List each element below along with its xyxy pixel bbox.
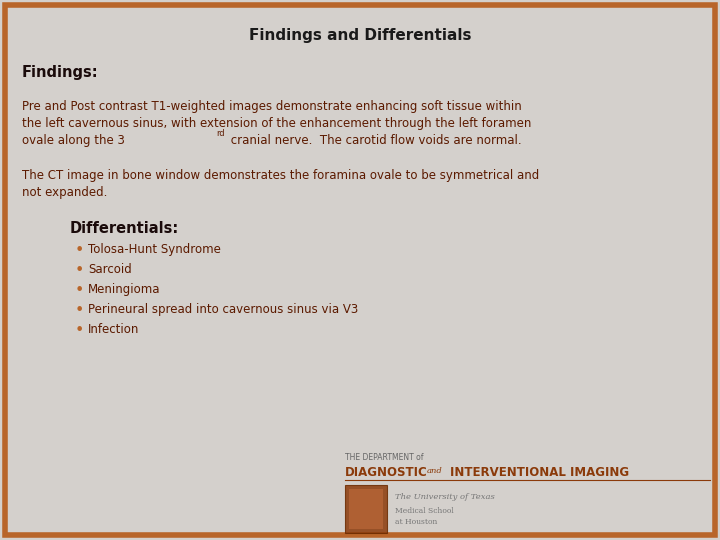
Text: Meningioma: Meningioma bbox=[88, 283, 161, 296]
Text: •: • bbox=[75, 243, 84, 258]
Text: not expanded.: not expanded. bbox=[22, 186, 107, 199]
Text: Infection: Infection bbox=[88, 323, 140, 336]
FancyBboxPatch shape bbox=[349, 489, 383, 529]
Text: and: and bbox=[427, 467, 443, 475]
Text: the left cavernous sinus, with extension of the enhancement through the left for: the left cavernous sinus, with extension… bbox=[22, 117, 531, 130]
Text: •: • bbox=[75, 263, 84, 278]
Text: Pre and Post contrast T1-weighted images demonstrate enhancing soft tissue withi: Pre and Post contrast T1-weighted images… bbox=[22, 100, 522, 113]
Text: •: • bbox=[75, 283, 84, 298]
Text: INTERVENTIONAL IMAGING: INTERVENTIONAL IMAGING bbox=[450, 466, 629, 479]
Text: Perineural spread into cavernous sinus via V3: Perineural spread into cavernous sinus v… bbox=[88, 303, 359, 316]
Text: •: • bbox=[75, 323, 84, 338]
Text: cranial nerve.  The carotid flow voids are normal.: cranial nerve. The carotid flow voids ar… bbox=[227, 134, 521, 147]
Text: DIAGNOSTIC: DIAGNOSTIC bbox=[345, 466, 428, 479]
Text: Findings and Differentials: Findings and Differentials bbox=[248, 28, 472, 43]
Text: •: • bbox=[75, 303, 84, 318]
Text: Findings:: Findings: bbox=[22, 65, 99, 80]
FancyBboxPatch shape bbox=[5, 5, 715, 535]
Text: Sarcoid: Sarcoid bbox=[88, 263, 132, 276]
Text: Medical School: Medical School bbox=[395, 507, 454, 515]
Text: Tolosa-Hunt Syndrome: Tolosa-Hunt Syndrome bbox=[88, 243, 221, 256]
Text: ovale along the 3: ovale along the 3 bbox=[22, 134, 125, 147]
Text: at Houston: at Houston bbox=[395, 518, 437, 526]
Text: Differentials:: Differentials: bbox=[70, 221, 179, 236]
Text: rd: rd bbox=[216, 129, 225, 138]
Text: The University of Texas: The University of Texas bbox=[395, 493, 495, 501]
Text: THE DEPARTMENT of: THE DEPARTMENT of bbox=[345, 453, 423, 462]
Text: The CT image in bone window demonstrates the foramina ovale to be symmetrical an: The CT image in bone window demonstrates… bbox=[22, 169, 539, 182]
FancyBboxPatch shape bbox=[345, 485, 387, 533]
